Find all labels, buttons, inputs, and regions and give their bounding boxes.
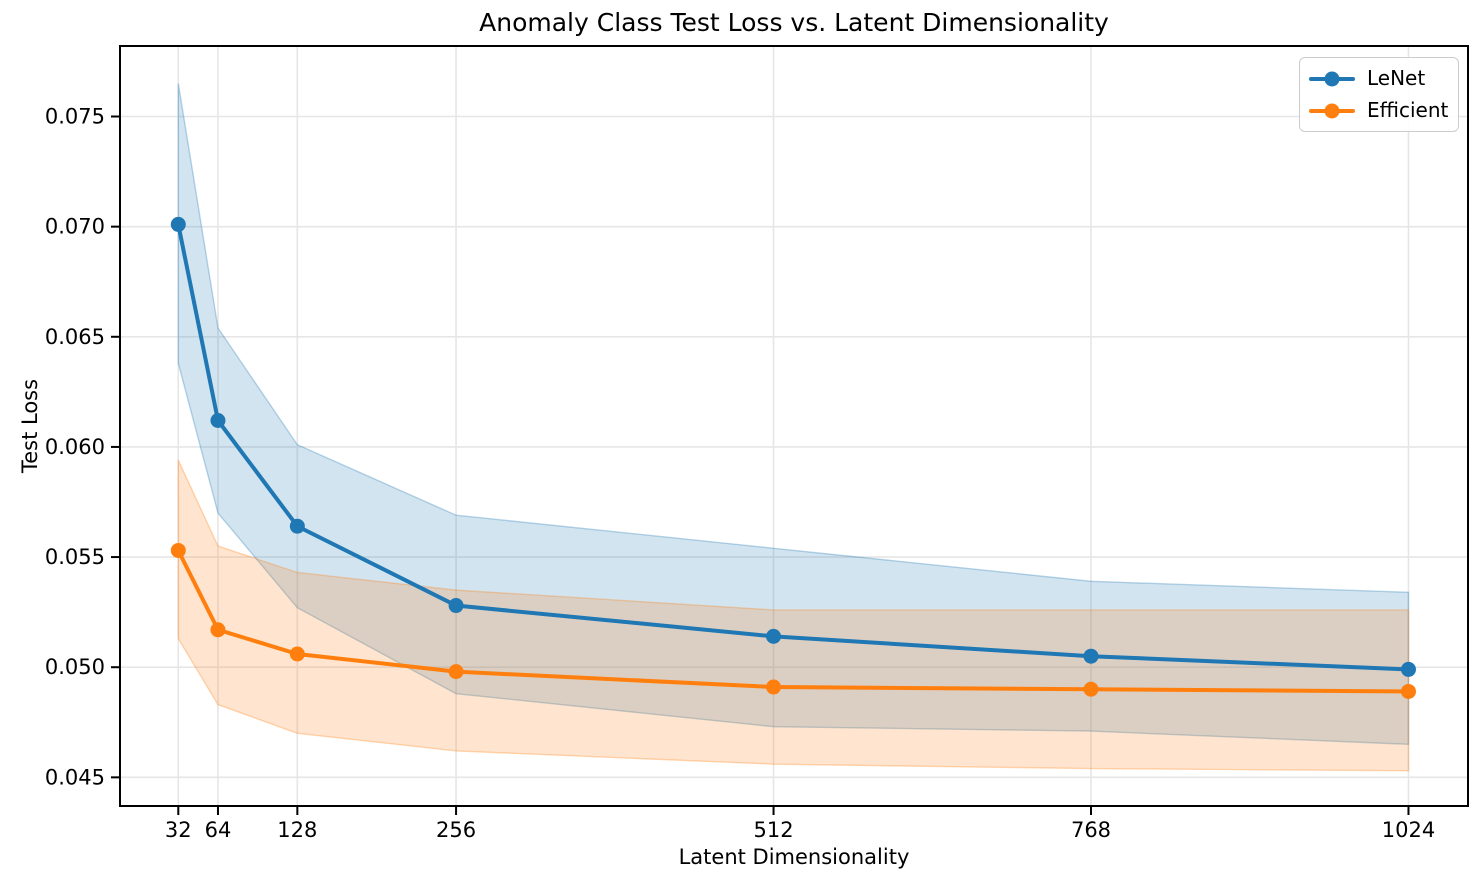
x-tick-label: 512: [753, 818, 793, 842]
x-tick-label: 1024: [1382, 818, 1435, 842]
y-tick-label: 0.065: [45, 325, 105, 349]
x-tick-label: 768: [1071, 818, 1111, 842]
efficient-swatch-dot: [1324, 103, 1340, 118]
efficient-point-1024: [1400, 683, 1416, 699]
y-tick-label: 0.070: [45, 215, 105, 239]
y-axis-label: Test Loss: [18, 378, 42, 474]
lenet-line-marker-swatch: [1309, 71, 1355, 87]
legend-item-lenet: LeNet: [1309, 65, 1448, 92]
efficient-point-32: [170, 542, 186, 558]
lenet-point-1024: [1400, 661, 1416, 677]
efficient-point-128: [289, 646, 305, 662]
chart-title: Anomaly Class Test Loss vs. Latent Dimen…: [479, 8, 1109, 37]
legend-label-efficient: Efficient: [1367, 98, 1449, 122]
legend-label-lenet: LeNet: [1367, 66, 1426, 90]
x-tick-label: 256: [436, 818, 476, 842]
lenet-point-512: [766, 628, 782, 644]
lenet-swatch-dot: [1324, 71, 1340, 86]
lenet-point-768: [1083, 648, 1099, 664]
lenet-point-64: [210, 412, 226, 428]
efficient-point-256: [448, 664, 464, 680]
y-tick-label: 0.055: [45, 545, 105, 569]
legend: LeNet Efficient: [1299, 57, 1459, 132]
y-tick-label: 0.075: [45, 104, 105, 128]
y-tick-label: 0.050: [45, 655, 105, 679]
y-tick-label: 0.045: [45, 765, 105, 789]
x-axis-label: Latent Dimensionality: [678, 845, 910, 869]
axes-spines: [119, 45, 1469, 807]
efficient-confidence-band: [177, 459, 1410, 772]
x-tick-label: 128: [277, 818, 317, 842]
lenet-point-256: [448, 598, 464, 614]
x-tick-label: 32: [165, 818, 192, 842]
x-tick-label: 64: [205, 818, 232, 842]
efficient-point-768: [1083, 681, 1099, 697]
efficient-line-marker-swatch: [1309, 103, 1355, 119]
efficient-point-512: [766, 679, 782, 695]
legend-item-efficient: Efficient: [1309, 97, 1448, 124]
lenet-confidence-band: [177, 83, 1410, 746]
lenet-point-32: [170, 216, 186, 232]
y-tick-label: 0.060: [45, 435, 105, 459]
lenet-point-128: [289, 518, 305, 534]
efficient-point-64: [210, 622, 226, 638]
